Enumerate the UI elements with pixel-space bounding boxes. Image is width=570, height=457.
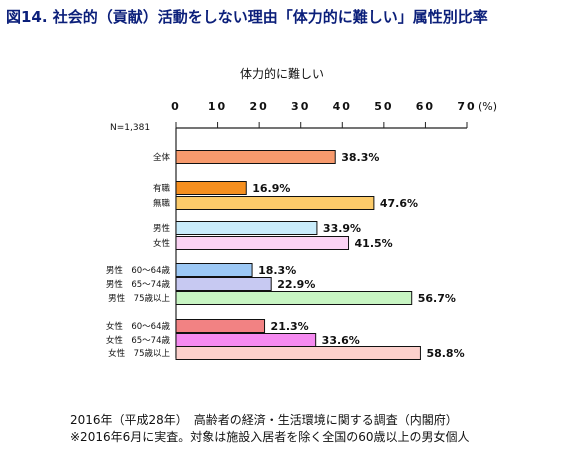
x-tick-label: 0 bbox=[171, 100, 181, 113]
figure-title: 図14. 社会的（貢献）活動をしない理由「体力的に難しい」属性別比率 bbox=[6, 8, 488, 26]
bar bbox=[175, 236, 350, 250]
x-tick-label: 50 bbox=[374, 100, 393, 113]
footer-source: 2016年（平成28年） 高齢者の経済・生活環境に関する調査（内閣府） bbox=[70, 413, 458, 427]
bar-value-label: 18.3% bbox=[258, 264, 296, 277]
bar-category-label: 無職 bbox=[153, 198, 171, 209]
x-tick-label: 30 bbox=[291, 100, 310, 113]
bar bbox=[175, 150, 336, 164]
bar-value-label: 16.9% bbox=[252, 182, 290, 195]
bar-category-label: 男性 75歳以上 bbox=[108, 293, 170, 304]
x-axis-unit: (%) bbox=[478, 100, 497, 113]
x-axis-tick-marks bbox=[175, 122, 468, 128]
bar bbox=[175, 346, 421, 360]
bar-category-label: 女性 75歳以上 bbox=[108, 348, 170, 359]
bar bbox=[175, 181, 247, 195]
x-tick-label: 60 bbox=[416, 100, 435, 113]
bar-chart: 体力的に難しい 0 10 20 30 40 50 60 70 (%) N=1,381 全体 38… bbox=[106, 66, 497, 360]
chart-subtitle: 体力的に難しい bbox=[240, 66, 324, 81]
bar-value-label: 58.8% bbox=[426, 347, 464, 360]
bar-category-label: 女性 bbox=[153, 238, 171, 249]
x-tick-label: 40 bbox=[333, 100, 352, 113]
sample-size-label: N=1,381 bbox=[110, 123, 150, 133]
footer-note: ※2016年6月に実査。対象は施設入居者を除く全国の60歳以上の男女個人 bbox=[70, 430, 470, 444]
bar-category-label: 女性 65～74歳 bbox=[106, 335, 171, 346]
bar-value-label: 38.3% bbox=[341, 151, 379, 164]
bar-value-label: 33.6% bbox=[322, 334, 360, 347]
bar-value-label: 47.6% bbox=[380, 197, 418, 210]
bar-category-label: 全体 bbox=[153, 152, 171, 163]
bar bbox=[175, 221, 318, 235]
bars-group: 全体 38.3% 有職 16.9% 無職 47.6% 男性 33.9% 女性 41.5% 男性 60… bbox=[106, 150, 465, 360]
bar-category-label: 男性 65～74歳 bbox=[106, 279, 171, 290]
bar-value-label: 56.7% bbox=[418, 292, 456, 305]
bar-value-label: 33.9% bbox=[323, 222, 361, 235]
bar bbox=[175, 291, 413, 305]
x-axis-ticks: 0 10 20 30 40 50 60 70 bbox=[171, 100, 476, 113]
bar-category-label: 女性 60～64歳 bbox=[106, 321, 171, 332]
bar-value-label: 22.9% bbox=[277, 278, 315, 291]
bar bbox=[175, 277, 272, 291]
bar bbox=[175, 196, 375, 210]
bar-category-label: 有職 bbox=[153, 183, 171, 194]
bar bbox=[175, 319, 266, 333]
x-tick-label: 20 bbox=[249, 100, 268, 113]
bar-value-label: 41.5% bbox=[355, 237, 393, 250]
bar bbox=[175, 333, 317, 347]
bar bbox=[175, 263, 253, 277]
bar-category-label: 男性 bbox=[153, 223, 171, 234]
bar-category-label: 男性 60～64歳 bbox=[106, 265, 171, 276]
x-tick-label: 10 bbox=[208, 100, 227, 113]
x-tick-label: 70 bbox=[457, 100, 476, 113]
bar-value-label: 21.3% bbox=[271, 320, 309, 333]
